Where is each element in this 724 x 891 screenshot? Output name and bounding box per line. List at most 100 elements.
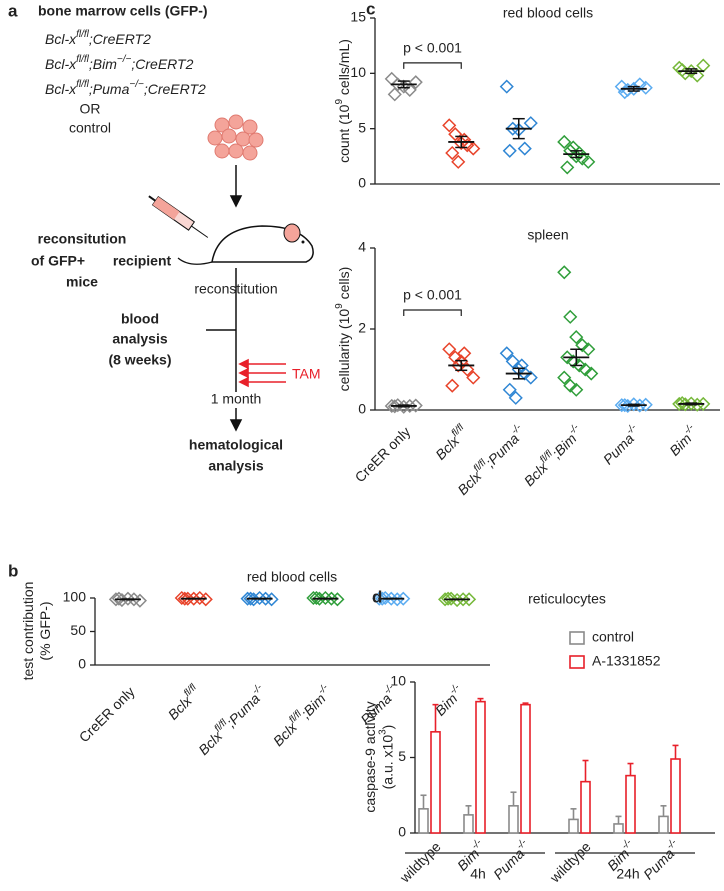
error-bar	[685, 68, 698, 75]
data-point	[466, 370, 481, 385]
diagram-title: bone marrow cells (GFP-)	[38, 3, 208, 19]
bar	[670, 758, 681, 834]
error-bar	[512, 367, 525, 380]
mouse-icon	[177, 223, 314, 265]
data-point	[672, 396, 687, 411]
step-text: of GFP+	[31, 253, 85, 269]
data-point	[575, 151, 590, 166]
text-run: ;CreERT2	[144, 81, 206, 97]
bar	[568, 818, 579, 834]
group-label: 4h	[470, 866, 486, 882]
error-bar	[582, 759, 589, 782]
data-point	[309, 590, 324, 606]
data-point	[330, 592, 345, 607]
data-point	[560, 160, 575, 175]
bar	[613, 823, 624, 834]
error-bar	[685, 402, 698, 406]
text-run: 3	[378, 729, 389, 735]
data-point	[111, 591, 126, 606]
panel-label: d	[372, 587, 382, 606]
data-point	[563, 378, 578, 393]
data-point	[456, 592, 471, 607]
data-point	[517, 141, 532, 156]
x-tick-label: Puma-/-	[639, 837, 684, 882]
error-bar	[432, 703, 439, 732]
chart-title: red blood cells	[247, 569, 337, 585]
x-tick-label: Bclxfl/fl;Puma-/-	[453, 422, 529, 498]
y-tick-label: 10	[350, 64, 366, 80]
y-axis-label: test contribution	[20, 582, 36, 681]
data-point	[557, 265, 572, 280]
y-tick-label: 100	[63, 589, 87, 605]
data-point	[451, 154, 466, 169]
data-point	[578, 362, 593, 377]
text-run: (a.u. x10	[379, 735, 395, 790]
data-point	[460, 138, 475, 153]
error-bar	[627, 762, 634, 776]
y-tick-label: 2	[358, 320, 366, 336]
data-point	[502, 382, 517, 397]
x-tick-label: Bclxfl/fl;Bim-/-	[519, 422, 586, 489]
y-tick-label: 5	[358, 119, 366, 135]
error-bar	[627, 85, 640, 92]
text-run: ;Bim	[89, 56, 117, 72]
data-point	[243, 591, 258, 606]
x-tick-label: CreER only	[352, 423, 414, 485]
data-point	[408, 75, 423, 90]
text-run: cells/mL)	[336, 39, 352, 99]
data-point	[324, 591, 339, 606]
data-point	[375, 591, 390, 606]
data-point	[563, 309, 578, 324]
text-run: cellularity (10	[336, 309, 352, 392]
panel-label: b	[8, 561, 18, 580]
data-point	[557, 134, 572, 150]
x-tick-label: Bim-/-	[665, 422, 702, 459]
data-point	[441, 591, 456, 606]
y-axis-label: caspase-9 activity	[362, 701, 378, 812]
y-tick-label: 0	[78, 656, 86, 672]
error-bar	[570, 348, 583, 367]
data-point	[180, 591, 195, 606]
diagram: a bone marrow cells (GFP-) Bcl-xfl/fl;Cr…	[8, 1, 321, 473]
data-point	[408, 398, 423, 413]
data-point	[264, 592, 279, 607]
text-run: 9	[334, 303, 345, 309]
x-tick-label: Bclxfl/fl;Puma-/-	[194, 682, 270, 758]
genotype: Bcl-xfl/fl;Puma−/−;CreERT2	[45, 79, 206, 97]
step-text: reconsitution	[38, 231, 127, 247]
error-bar	[660, 805, 667, 817]
error-bar	[522, 702, 529, 705]
text-run: )	[379, 725, 395, 730]
error-bar	[420, 794, 427, 809]
annotation: p < 0.001	[403, 287, 462, 303]
y-axis-label: cellularity (109 cells)	[334, 267, 352, 392]
x-tick-label: Puma-/-	[599, 422, 644, 467]
x-tick-label: CreER only	[76, 683, 138, 745]
y-tick-label: 0	[358, 401, 366, 417]
arrows	[206, 165, 243, 432]
error-bar	[397, 80, 410, 89]
step-text: analysis	[208, 458, 263, 474]
error-bar	[465, 805, 472, 815]
data-point	[114, 592, 129, 608]
error-bar	[455, 359, 468, 372]
bar	[580, 780, 591, 834]
genotype: Bcl-xfl/fl;Bim−/−;CreERT2	[45, 54, 194, 72]
data-point	[387, 87, 402, 102]
data-point	[696, 58, 711, 73]
step-text: (8 weeks)	[108, 352, 171, 368]
data-point	[132, 593, 147, 608]
chart-title: red blood cells	[503, 5, 593, 21]
data-point	[246, 592, 261, 607]
data-point	[569, 330, 584, 345]
genotype: Bcl-xfl/fl;CreERT2	[45, 29, 151, 47]
text-run: count (10	[336, 104, 352, 163]
data-point	[572, 358, 587, 373]
data-point	[505, 354, 520, 369]
text-run: Bcl-x	[45, 56, 77, 72]
step-text: blood	[121, 311, 159, 327]
data-point	[384, 71, 399, 86]
or-text: OR	[80, 101, 101, 117]
data-point	[499, 346, 514, 361]
data-point	[457, 346, 472, 361]
